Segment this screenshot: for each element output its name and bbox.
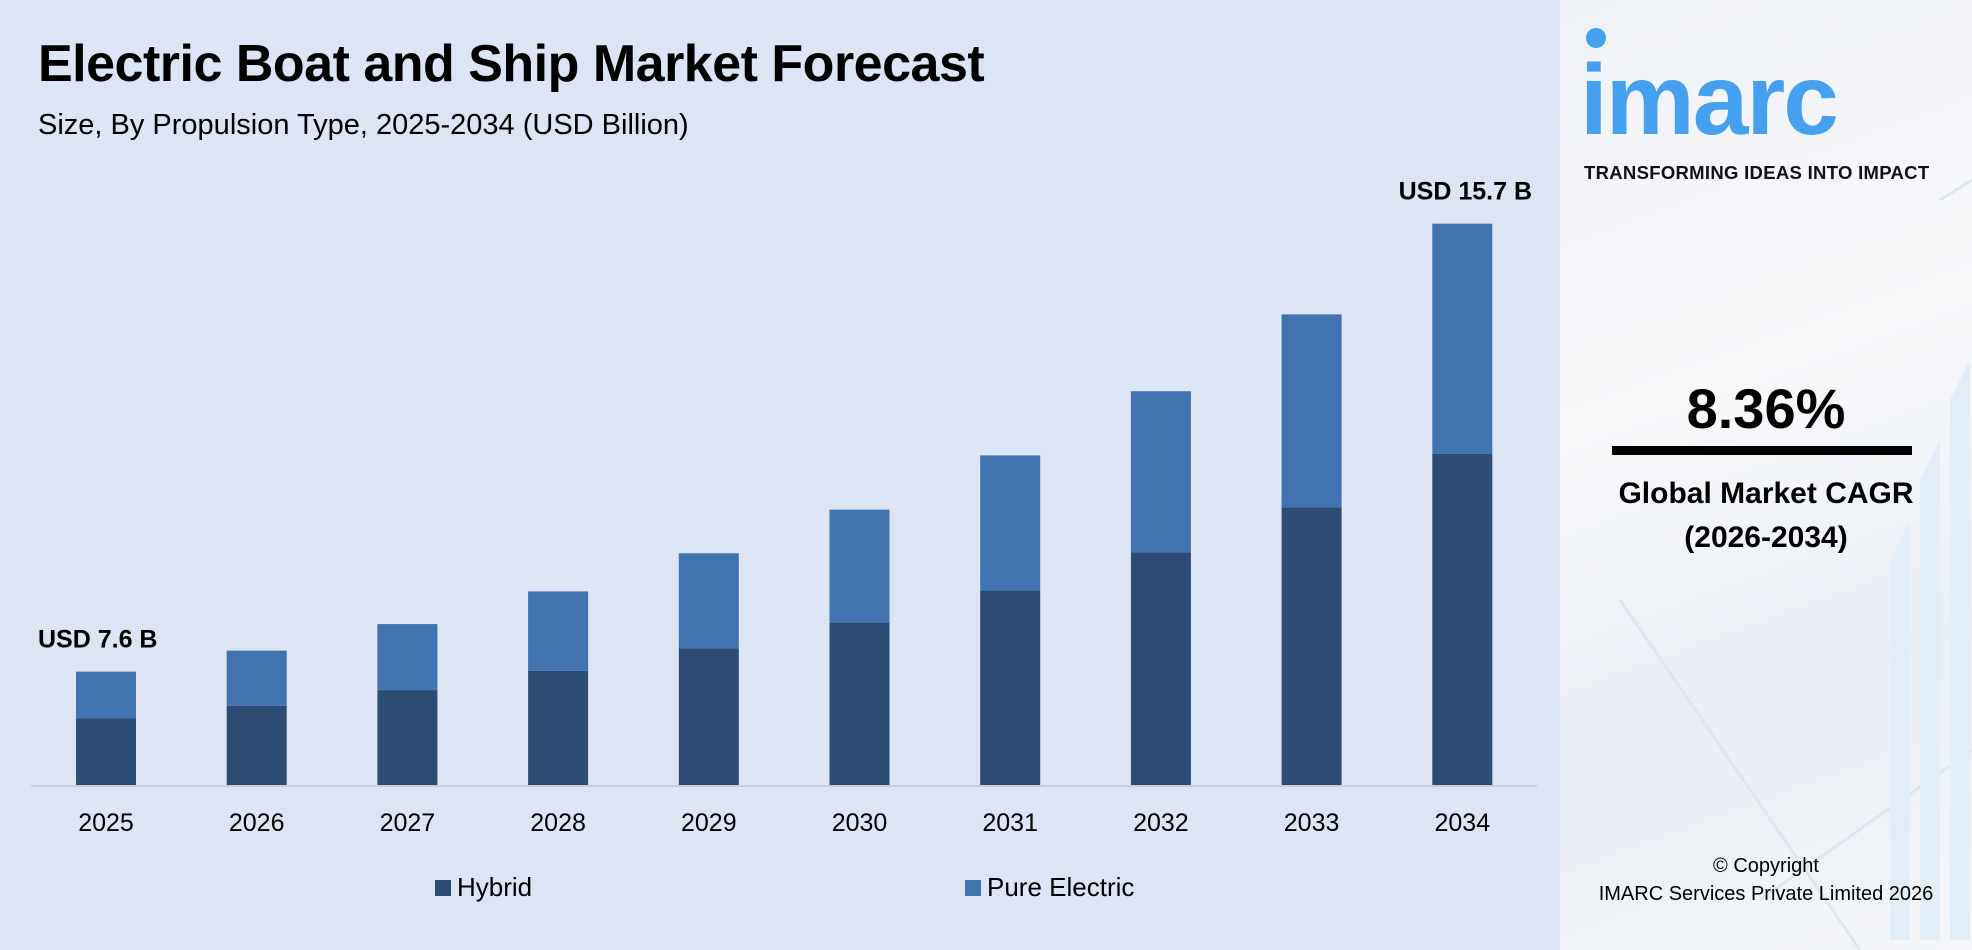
bar-hybrid-2026 xyxy=(226,705,287,785)
x-tick-label: 2030 xyxy=(832,809,888,837)
cagr-period: (2026-2034) xyxy=(1684,521,1848,554)
logo-tagline: TRANSFORMING IDEAS INTO IMPACT xyxy=(1584,162,1930,183)
bar-hybrid-2033 xyxy=(1281,507,1342,785)
x-tick-label: 2029 xyxy=(681,809,737,837)
x-tick-label: 2032 xyxy=(1133,809,1189,837)
bar-pure-electric-2026 xyxy=(226,650,287,706)
legend-swatch-pure-electric xyxy=(965,880,981,896)
info-panel xyxy=(1560,0,1972,950)
bar-hybrid-2025 xyxy=(76,718,136,785)
bar-pure-electric-2031 xyxy=(980,455,1041,591)
chart-title: Electric Boat and Ship Market Forecast xyxy=(38,35,985,93)
bar-pure-electric-2029 xyxy=(678,553,739,649)
bar-pure-electric-2034 xyxy=(1432,223,1493,454)
logo-wordmark: imarc xyxy=(1580,44,1839,156)
logo-dot xyxy=(1586,28,1606,48)
bar-hybrid-2027 xyxy=(377,690,438,785)
bar-hybrid-2028 xyxy=(528,670,589,785)
legend-label: Hybrid xyxy=(457,872,532,902)
bar-pure-electric-2028 xyxy=(528,591,589,671)
x-tick-label: 2031 xyxy=(982,809,1038,837)
bar-pure-electric-2032 xyxy=(1130,391,1191,553)
legend-swatch-hybrid xyxy=(435,880,451,896)
x-tick-label: 2027 xyxy=(380,809,436,837)
bar-chart: 2025 2026 2027 2028 2029 2030 2031 2032 2033 2034… xyxy=(31,178,1537,902)
cagr-value: 8.36% xyxy=(1686,377,1846,440)
bar-hybrid-2030 xyxy=(829,622,890,785)
x-tick-label: 2034 xyxy=(1434,809,1490,837)
bar-hybrid-2034 xyxy=(1432,453,1493,785)
bar-pure-electric-2030 xyxy=(829,509,890,623)
bar-hybrid-2031 xyxy=(980,590,1041,785)
data-label-2034: USD 15.7 B xyxy=(1399,178,1532,206)
legend-label: Pure Electric xyxy=(987,872,1134,902)
copyright-line2: IMARC Services Private Limited 2026 xyxy=(1598,883,1934,905)
x-tick-label: 2028 xyxy=(530,809,586,837)
x-tick-label: 2025 xyxy=(78,809,134,837)
cagr-divider xyxy=(1612,446,1912,455)
imarc-logo: imarc TRANSFORMING IDEAS INTO IMPACT xyxy=(1580,28,1950,198)
bar-pure-electric-2025 xyxy=(76,671,136,719)
bar-pure-electric-2033 xyxy=(1281,314,1342,508)
copyright-line1: © Copyright xyxy=(1713,855,1819,877)
chart-subtitle: Size, By Propulsion Type, 2025-2034 (USD… xyxy=(38,109,689,141)
bar-hybrid-2032 xyxy=(1130,552,1191,785)
decorative-background xyxy=(1618,178,1972,950)
x-tick-label: 2026 xyxy=(229,809,285,837)
data-label-2025: USD 7.6 B xyxy=(38,626,157,654)
bar-pure-electric-2027 xyxy=(377,624,438,691)
bar-hybrid-2029 xyxy=(678,648,739,785)
x-tick-label: 2033 xyxy=(1284,809,1340,837)
cagr-label: Global Market CAGR xyxy=(1618,477,1914,510)
